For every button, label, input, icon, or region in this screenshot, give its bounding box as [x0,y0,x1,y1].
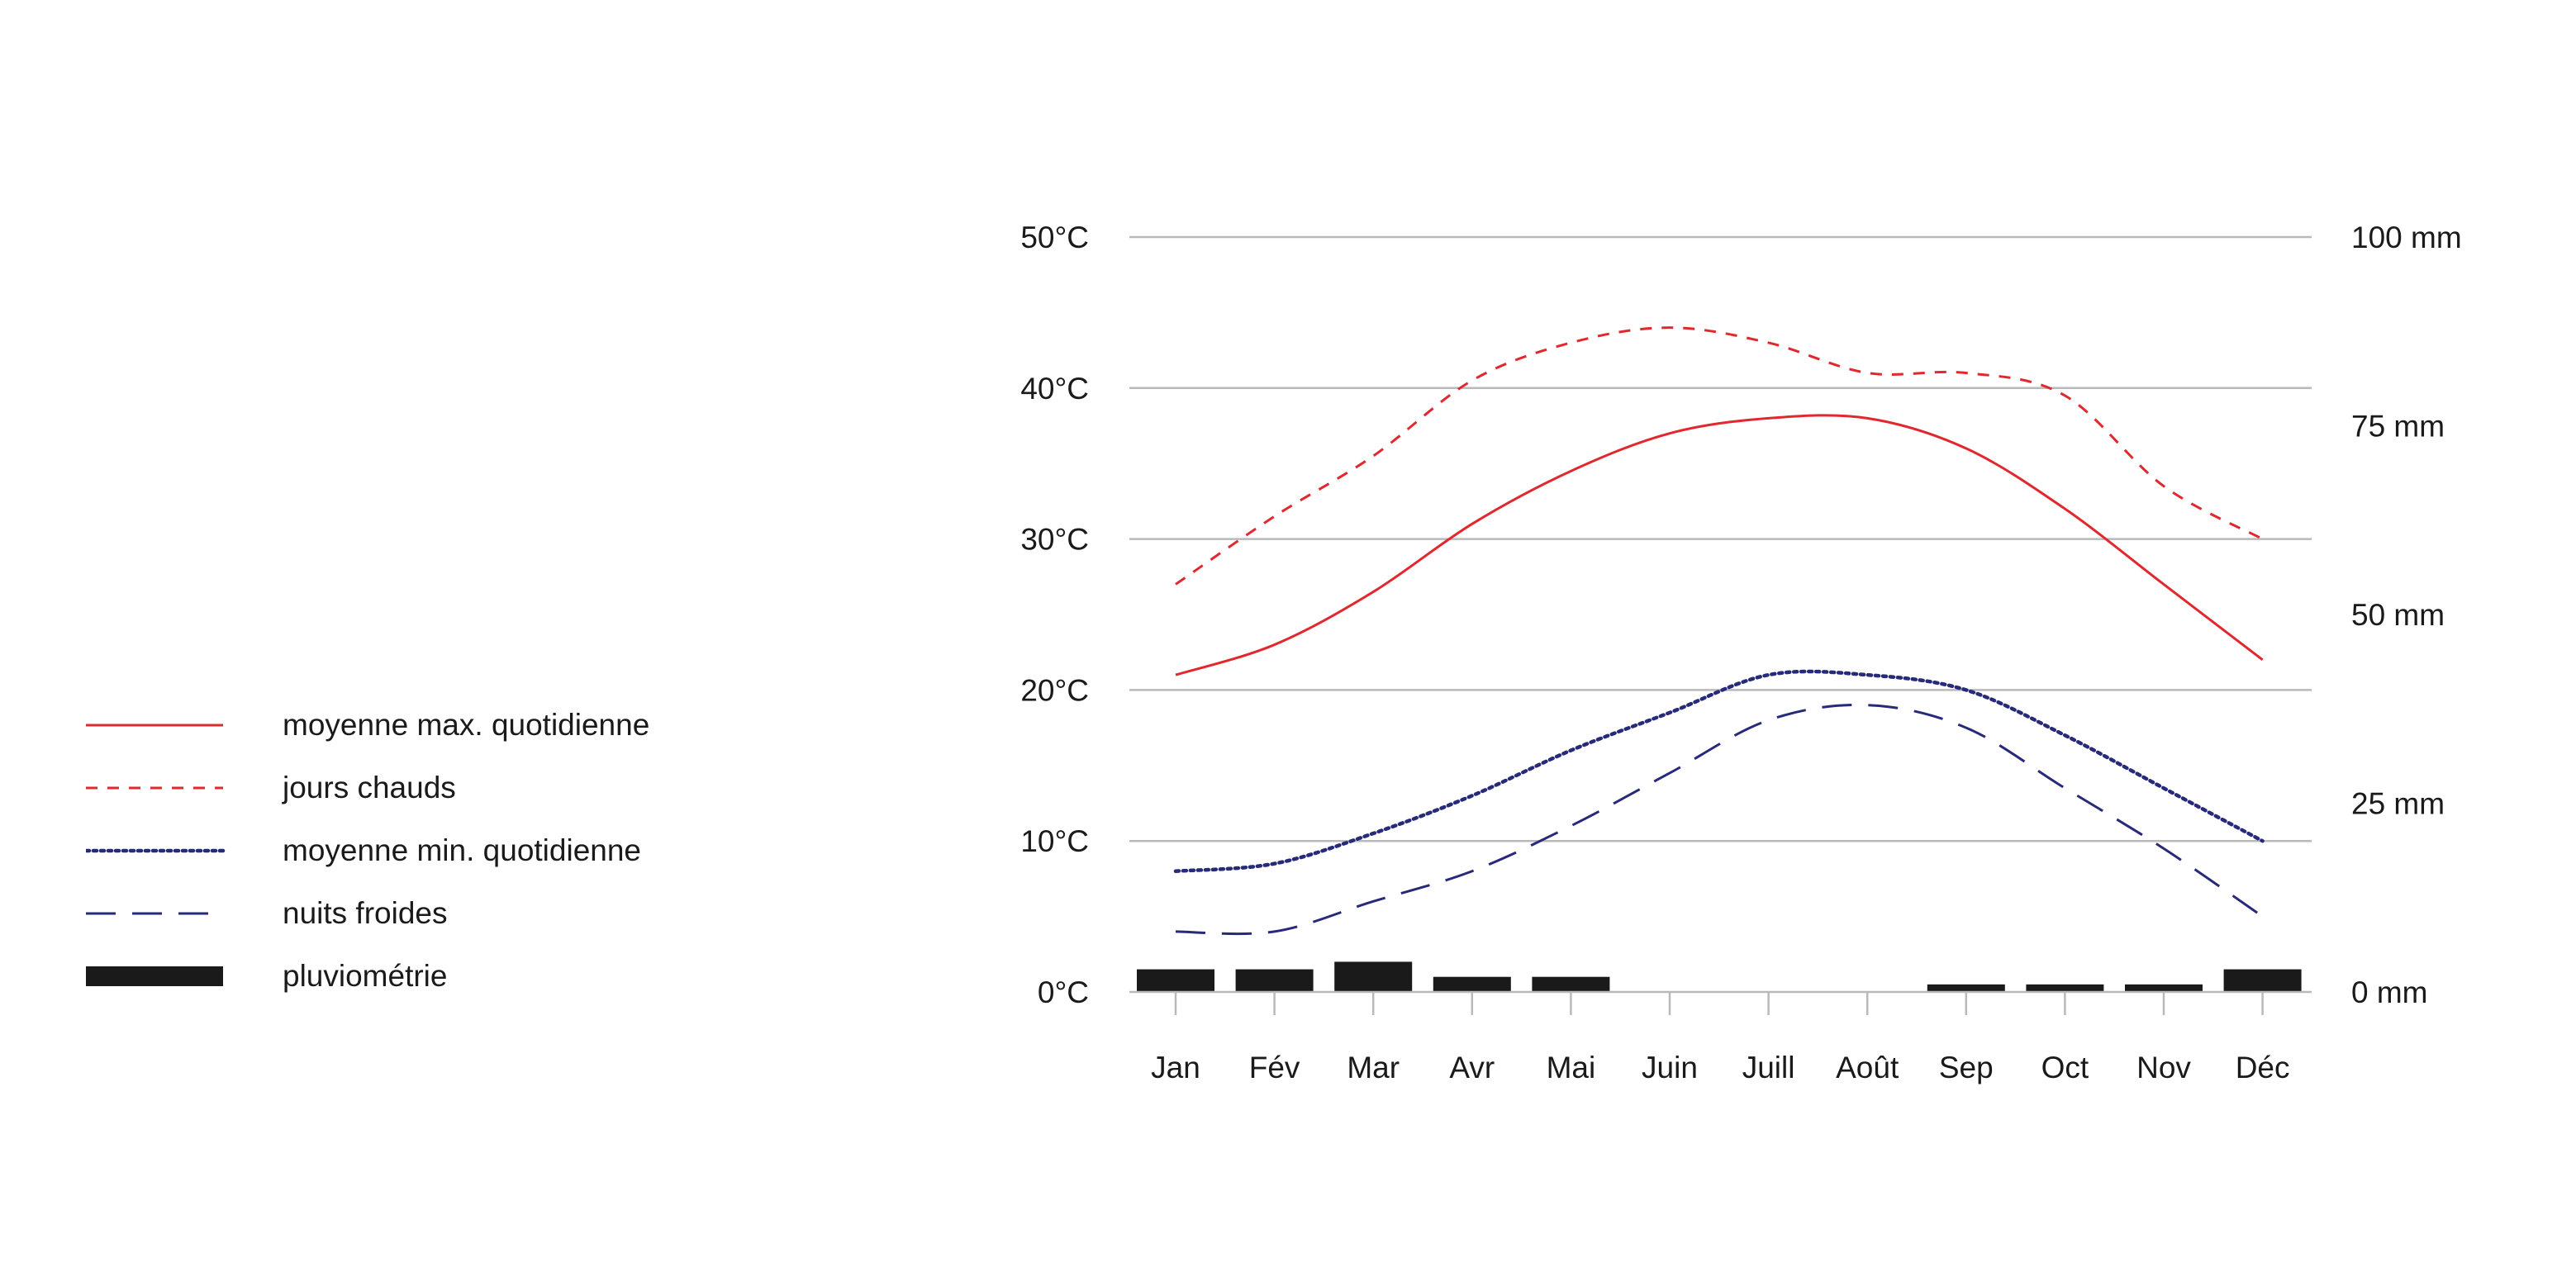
rain-bar-Fév [1235,969,1314,992]
y-left-tick-label: 10°C [1020,824,1089,858]
legend-swatch-min [86,841,226,861]
x-tick-label: Déc [2236,1051,2290,1084]
rain-bar-Déc [2223,969,2302,992]
legend-swatch-rain [86,966,226,986]
y-right-tick-label: 75 mm [2351,410,2445,444]
x-tick-label: Juin [1642,1051,1698,1084]
legend-item-hot: jours chauds [86,766,829,829]
y-left-tick-label: 50°C [1020,221,1089,254]
grid-lines [1129,235,2312,842]
legend-swatch-cold [86,904,226,923]
y-right-tick-label: 25 mm [2351,787,2445,821]
x-tick-label: Fév [1249,1051,1300,1084]
y-left-tick-label: 20°C [1020,673,1089,707]
legend-item-rain: pluviométrie [86,955,829,1018]
x-tick-label: Août [1836,1051,1899,1084]
legend-swatch-hot [86,778,226,798]
legend-item-min: moyenne min. quotidienne [86,829,829,892]
x-tick-label: Avr [1449,1051,1495,1084]
legend-label: jours chauds [283,771,456,804]
y-left-tick-label: 0°C [1038,975,1089,1009]
rain-bar-Oct [2026,984,2104,992]
x-tick-label: Oct [2041,1051,2089,1084]
y-left-tick-label: 40°C [1020,372,1089,406]
series-line-max [1175,414,2264,676]
legend-label: pluviométrie [283,959,448,993]
x-tick-label: Jan [1151,1051,1200,1084]
y-right-tick-label: 0 mm [2351,975,2428,1009]
rain-bar-Jan [1137,969,1214,992]
y-right-tick-label: 100 mm [2351,221,2462,254]
rain-bar-Sep [1927,984,2005,992]
legend: moyenne max. quotidienne jours chauds moye… [86,704,829,1018]
rain-bars [1137,961,2302,992]
x-tick-label: Mar [1347,1051,1400,1084]
rain-bar-Avr [1433,976,1511,992]
x-tick-label: Juill [1742,1051,1795,1084]
rain-bar-Mai [1532,976,1610,992]
x-axis [1129,990,2312,1015]
temperature-lines [1173,326,2265,936]
series-line-hot [1175,326,2264,586]
series-line-cold [1175,703,2264,936]
x-tick-label: Sep [1939,1051,1994,1084]
legend-item-cold: nuits froides [86,892,829,955]
legend-label: moyenne max. quotidienne [283,708,650,742]
series-line-min [1173,669,2265,874]
x-tick-label: Nov [2136,1051,2191,1084]
legend-label: nuits froides [283,896,448,930]
legend-swatch-max [86,715,226,735]
rain-bar-Nov [2125,984,2203,992]
rain-bar-Mar [1334,961,1413,992]
axis-labels: 0°C 10°C 20°C 30°C 40°C 50°C 0 mm 25 mm 50 mm 75 … [1020,221,2461,1084]
y-left-tick-label: 30°C [1020,523,1089,557]
legend-label: moyenne min. quotidienne [283,833,642,867]
x-tick-label: Mai [1547,1051,1596,1084]
legend-item-max: moyenne max. quotidienne [86,704,829,766]
y-right-tick-label: 50 mm [2351,598,2445,632]
